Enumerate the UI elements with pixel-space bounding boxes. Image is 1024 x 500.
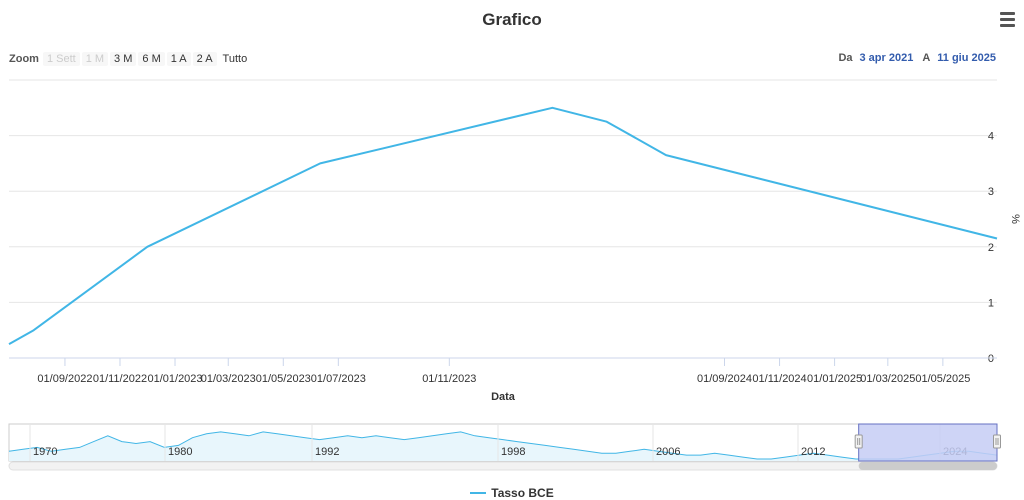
zoom-label: Zoom: [9, 53, 39, 65]
series-line-tasso-bce: [8, 106, 998, 345]
chart-title: Grafico: [482, 10, 542, 29]
zoom-1-year-button[interactable]: 1 A: [166, 52, 191, 66]
zoom-all-button[interactable]: Tutto: [222, 53, 248, 65]
legend-line-icon: [470, 492, 487, 494]
x-tick-label: 01/11/2022: [93, 373, 147, 385]
x-tick-label: 01/11/2024: [752, 373, 806, 385]
context-menu-icon[interactable]: [1000, 12, 1015, 28]
x-tick-label: 01/05/2023: [256, 373, 311, 385]
x-tick-label: 01/01/2023: [147, 373, 202, 385]
range-selector-buttons: Zoom 1 Sett 1 M 3 M 6 M 1 A 2 A Tutto: [9, 52, 253, 66]
zoom-1-month-button[interactable]: 1 M: [81, 52, 109, 66]
y-tick-label: 4: [988, 131, 994, 143]
x-tick-label: 01/03/2025: [860, 373, 915, 385]
x-tick-label: 01/09/2022: [37, 373, 92, 385]
y-tick-label: 1: [988, 297, 994, 309]
range-to-input[interactable]: 11 giu 2025: [937, 52, 996, 64]
x-tick-label: 01/01/2025: [807, 373, 862, 385]
y-axis-title: %: [1009, 214, 1021, 224]
range-from-label: Da: [838, 52, 853, 64]
y-tick-label: 3: [988, 186, 994, 198]
date-range-inputs: Da 3 apr 2021 A 11 giu 2025: [838, 52, 996, 64]
range-from-input[interactable]: 3 apr 2021: [859, 52, 914, 64]
y-tick-label: 2: [988, 242, 994, 254]
zoom-6-month-button[interactable]: 6 M: [138, 52, 165, 66]
y-tick-label: 0: [988, 353, 994, 365]
zoom-2-year-button[interactable]: 2 A: [192, 52, 217, 66]
x-tick-label: 01/03/2023: [201, 373, 256, 385]
zoom-1-week-button[interactable]: 1 Sett: [42, 52, 80, 66]
legend-label: Tasso BCE: [491, 486, 554, 500]
x-tick-label: 01/07/2023: [311, 373, 366, 385]
legend-item[interactable]: Tasso BCE: [0, 486, 1024, 500]
x-axis-title: Data: [491, 391, 516, 403]
x-tick-label: 01/05/2025: [915, 373, 970, 385]
range-to-label: A: [922, 52, 931, 64]
x-tick-label: 01/09/2024: [697, 373, 752, 385]
x-tick-label: 01/11/2023: [422, 373, 476, 385]
zoom-3-month-button[interactable]: 3 M: [110, 52, 137, 66]
